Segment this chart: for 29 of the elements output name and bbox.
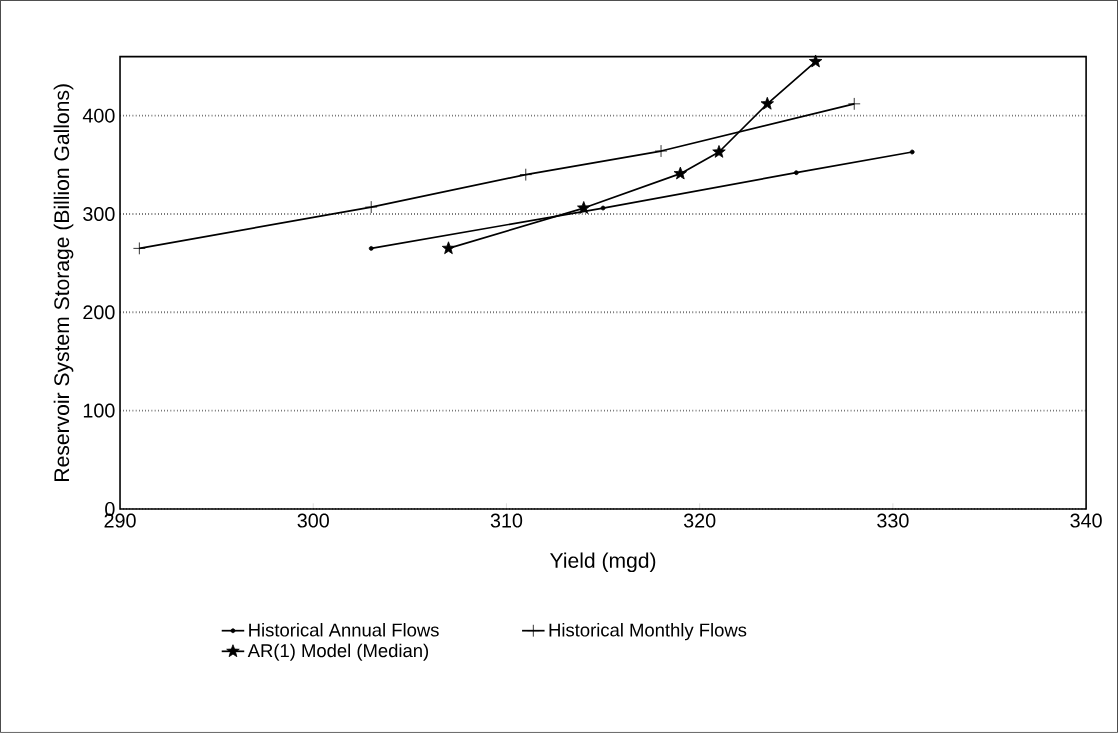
y-tick-label: 200 — [83, 305, 115, 320]
legend-label: Historical Annual Flows — [249, 623, 439, 637]
x-tick-label: 330 — [877, 513, 909, 528]
legend-label: Historical Monthly Flows — [549, 623, 747, 641]
y-tick-label: 300 — [83, 207, 115, 222]
point — [808, 54, 823, 68]
x-tick-label: 340 — [1070, 513, 1102, 528]
point — [368, 246, 374, 251]
x-tick-label: 310 — [490, 513, 523, 528]
point — [519, 168, 533, 182]
legend-label: AR(1) Model (Median) — [247, 643, 429, 661]
point — [364, 200, 378, 214]
y-axis-title: Reservoir System Storage (Billion Gallons) — [53, 84, 74, 481]
point — [909, 149, 915, 155]
x-tick-label: 320 — [683, 513, 716, 528]
y-tick-label: 400 — [82, 108, 115, 123]
point — [133, 242, 146, 255]
point — [441, 241, 456, 255]
point — [847, 97, 861, 111]
point — [600, 205, 606, 211]
point — [760, 96, 774, 110]
point — [654, 144, 668, 158]
point — [673, 166, 688, 180]
point — [793, 170, 799, 176]
x-axis-title: Yield (mgd) — [550, 552, 656, 573]
point — [712, 145, 726, 158]
x-tick-label: 300 — [297, 513, 329, 528]
point — [577, 201, 591, 214]
y-tick-label: 100 — [83, 403, 115, 418]
